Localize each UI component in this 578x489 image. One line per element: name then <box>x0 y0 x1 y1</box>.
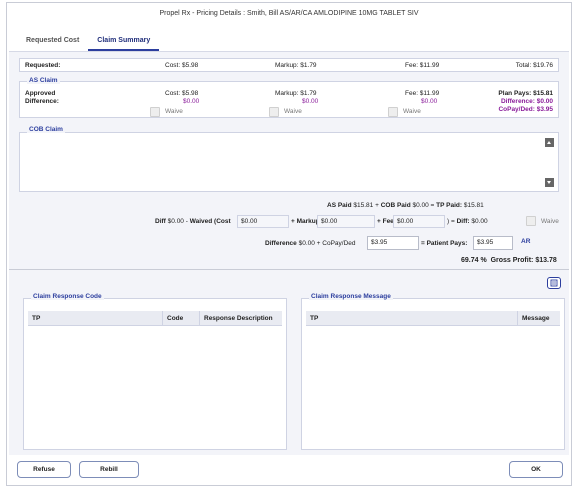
response-message-title: Claim Response Message <box>309 293 393 300</box>
tab-claim-summary[interactable]: Claim Summary <box>88 33 160 51</box>
as-paid-label: Paid <box>337 202 352 209</box>
refuse-button[interactable]: Refuse <box>17 461 71 478</box>
requested-markup: Markup: $1.79 <box>275 62 317 69</box>
waive-diff-checkbox[interactable] <box>526 216 536 226</box>
ok-button[interactable]: OK <box>509 461 563 478</box>
diff-close: ) = <box>447 218 457 225</box>
window-title: Propel Rx - Pricing Details : Smith, Bil… <box>159 10 419 17</box>
patient-difference-value: $0.00 + CoPay/Ded <box>298 240 356 247</box>
waive-diff-label: Waive <box>541 218 559 225</box>
claim-response-area: TP Code Response Description Claim Respo… <box>9 269 569 455</box>
copay-ded: CoPay/Ded: $3.95 <box>498 106 553 113</box>
cob-claim-title: COB Claim <box>27 126 65 133</box>
waive-fee-label: Waive <box>403 108 421 115</box>
patient-pays-field[interactable]: $3.95 <box>473 236 513 250</box>
notes-icon[interactable] <box>547 277 561 289</box>
waive-cost-label: Waive <box>165 108 183 115</box>
waived-fee-field[interactable]: $0.00 <box>393 215 445 228</box>
as-fee-diff: $0.00 <box>421 98 438 105</box>
diff-value: $0.00 - <box>167 218 190 225</box>
as-cost: Cost: $5.98 <box>165 90 199 97</box>
col-tp[interactable]: TP <box>28 311 163 326</box>
copay-field[interactable]: $3.95 <box>367 236 419 250</box>
col-message-tp[interactable]: TP <box>306 311 518 326</box>
waived-markup-field[interactable]: $0.00 <box>317 215 375 228</box>
difference-label: Difference: <box>25 98 59 105</box>
waive-cost-checkbox[interactable] <box>150 107 160 117</box>
scroll-down-icon[interactable] <box>545 178 554 187</box>
tab-bar: Requested Cost Claim Summary <box>17 33 160 51</box>
pricing-details-window: Propel Rx - Pricing Details : Smith, Bil… <box>6 2 572 486</box>
waived-cost-field[interactable]: $0.00 <box>237 215 289 228</box>
rebill-button[interactable]: Rebill <box>79 461 139 478</box>
diff-result-value: $0.00 <box>471 218 488 225</box>
as-claim-box: Approved Difference: Cost: $5.98 $0.00 W… <box>19 81 559 118</box>
response-code-header: TP Code Response Description <box>28 311 282 326</box>
as-claim-title: AS Claim <box>27 77 60 84</box>
ar-link[interactable]: AR <box>521 238 531 245</box>
cob-claim-box[interactable] <box>19 132 559 192</box>
col-response-description[interactable]: Response Description <box>204 315 273 322</box>
cob-paid-label: COB Paid <box>380 202 411 209</box>
patient-pays-label: = Patient Pays: <box>421 240 468 247</box>
plan-difference: Difference: $0.00 <box>500 98 553 105</box>
requested-label: Requested: <box>25 62 61 69</box>
plan-pays: Plan Pays: $15.81 <box>498 90 553 97</box>
fee-label: + Fee <box>377 218 394 225</box>
response-message-header: TP Message <box>306 311 560 326</box>
as-cost-diff: $0.00 <box>183 98 200 105</box>
gross-profit-label: Gross Profit: <box>490 257 534 264</box>
tab-requested-cost[interactable]: Requested Cost <box>26 37 80 44</box>
waived-label: Waived (Cost <box>189 218 231 225</box>
patient-difference-label: Difference <box>265 240 297 247</box>
response-code-title: Claim Response Code <box>31 293 104 300</box>
diff-result-label: Diff: <box>456 218 470 225</box>
requested-fee: Fee: $11.99 <box>405 62 440 69</box>
requested-cost: Cost: $5.98 <box>165 62 199 69</box>
tp-paid-value: $15.81 <box>463 202 484 209</box>
response-message-grid[interactable]: TP Message <box>301 298 565 450</box>
as-paid-prefix: AS <box>327 202 337 209</box>
waive-markup-label: Waive <box>284 108 302 115</box>
waive-markup-checkbox[interactable] <box>269 107 279 117</box>
as-markup-diff: $0.00 <box>302 98 319 105</box>
response-code-grid[interactable]: TP Code Response Description <box>23 298 287 450</box>
diff-prefix: Diff <box>155 218 166 225</box>
profit-percent: 69.74 % <box>461 257 487 264</box>
col-code[interactable]: Code <box>163 311 200 326</box>
as-markup: Markup: $1.79 <box>275 90 317 97</box>
as-fee: Fee: $11.99 <box>405 90 440 97</box>
requested-row: Requested: Cost: $5.98 Markup: $1.79 Fee… <box>19 58 559 72</box>
cob-paid-value: $0.00 = <box>412 202 435 209</box>
as-paid-value: $15.81 + <box>353 202 379 209</box>
scroll-up-icon[interactable] <box>545 138 554 147</box>
waive-fee-checkbox[interactable] <box>388 107 398 117</box>
tp-paid-label: TP Paid: <box>436 202 463 209</box>
col-message[interactable]: Message <box>522 315 550 322</box>
requested-total: Total: $19.76 <box>515 62 553 69</box>
markup-label: + Markup <box>291 218 320 225</box>
claim-summary-panel: Requested: Cost: $5.98 Markup: $1.79 Fee… <box>9 51 569 269</box>
gross-profit-value: $13.78 <box>535 257 557 264</box>
approved-label: Approved <box>25 90 56 97</box>
